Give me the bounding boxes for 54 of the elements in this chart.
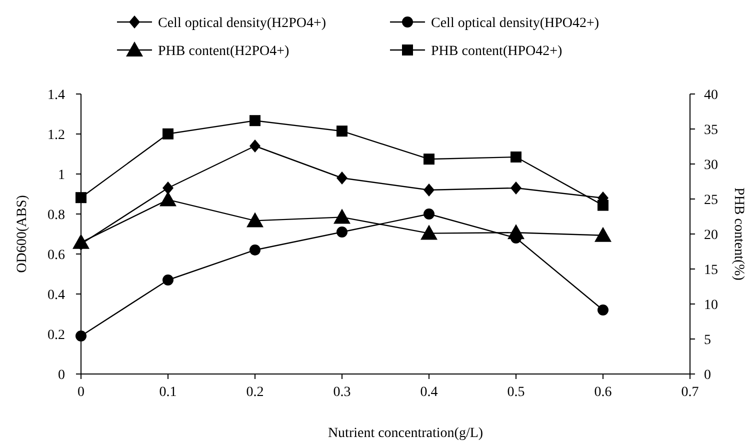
point bbox=[598, 304, 608, 316]
point bbox=[336, 226, 348, 238]
point bbox=[160, 191, 176, 206]
x-tick-label: 0.4 bbox=[420, 385, 438, 400]
legend-label: PHB content(H2PO4+) bbox=[158, 44, 290, 59]
x-tick-label: 0.1 bbox=[159, 385, 177, 400]
y2-tick-label: 5 bbox=[704, 332, 711, 348]
y2-tick-label: 35 bbox=[704, 122, 718, 138]
y-tick-label: 0.8 bbox=[48, 208, 65, 223]
x-tick-label: 0.2 bbox=[246, 385, 264, 400]
y2-tick-label: 10 bbox=[704, 298, 718, 313]
y2-axis-title: PHB content(%) bbox=[731, 188, 746, 281]
point bbox=[250, 140, 260, 152]
point bbox=[594, 226, 612, 242]
point bbox=[420, 224, 438, 240]
y-tick-label: 1.2 bbox=[48, 128, 65, 143]
y-tick-label: 0.2 bbox=[48, 328, 65, 343]
y-tick-label: 0.6 bbox=[48, 248, 65, 263]
point bbox=[424, 154, 434, 165]
y-tick-label: 0.4 bbox=[48, 288, 65, 303]
legend-label: Cell optical density(HPO42+) bbox=[431, 16, 600, 31]
point bbox=[510, 182, 522, 194]
y2-tick-label: 0 bbox=[704, 368, 711, 383]
point bbox=[250, 244, 260, 256]
point bbox=[76, 192, 86, 204]
y2-tick-label: 20 bbox=[704, 228, 718, 243]
point bbox=[336, 126, 348, 137]
x-tick-label: 0 bbox=[78, 385, 84, 400]
point bbox=[162, 182, 174, 194]
y-tick-label: 1 bbox=[58, 168, 65, 183]
point bbox=[424, 208, 434, 220]
point bbox=[510, 152, 522, 162]
y-tick-label: 0 bbox=[58, 368, 65, 383]
x-tick-label: 0.5 bbox=[507, 385, 525, 400]
point bbox=[162, 274, 174, 286]
x-tick-label: 0.7 bbox=[681, 385, 699, 400]
x-tick-label: 0.3 bbox=[333, 385, 351, 400]
legend-label: PHB content(HPO42+) bbox=[431, 44, 563, 59]
point bbox=[424, 184, 434, 196]
y2-tick-label: 30 bbox=[704, 158, 718, 173]
legend-label: Cell optical density(H2PO4+) bbox=[158, 16, 326, 31]
y-tick-label: 1.4 bbox=[48, 88, 65, 103]
x-tick-label: 0.6 bbox=[594, 385, 612, 400]
y2-tick-label: 40 bbox=[704, 88, 718, 103]
point bbox=[336, 172, 348, 184]
point bbox=[250, 115, 260, 126]
point bbox=[76, 330, 86, 342]
point bbox=[162, 128, 174, 140]
x-axis-title: Nutrient concentration(g/L) bbox=[328, 426, 484, 441]
y2-tick-label: 25 bbox=[704, 192, 718, 208]
y2-tick-label: 15 bbox=[704, 262, 718, 278]
point bbox=[334, 208, 350, 224]
y-axis-title: OD600(ABS) bbox=[15, 194, 30, 273]
point bbox=[246, 212, 264, 228]
